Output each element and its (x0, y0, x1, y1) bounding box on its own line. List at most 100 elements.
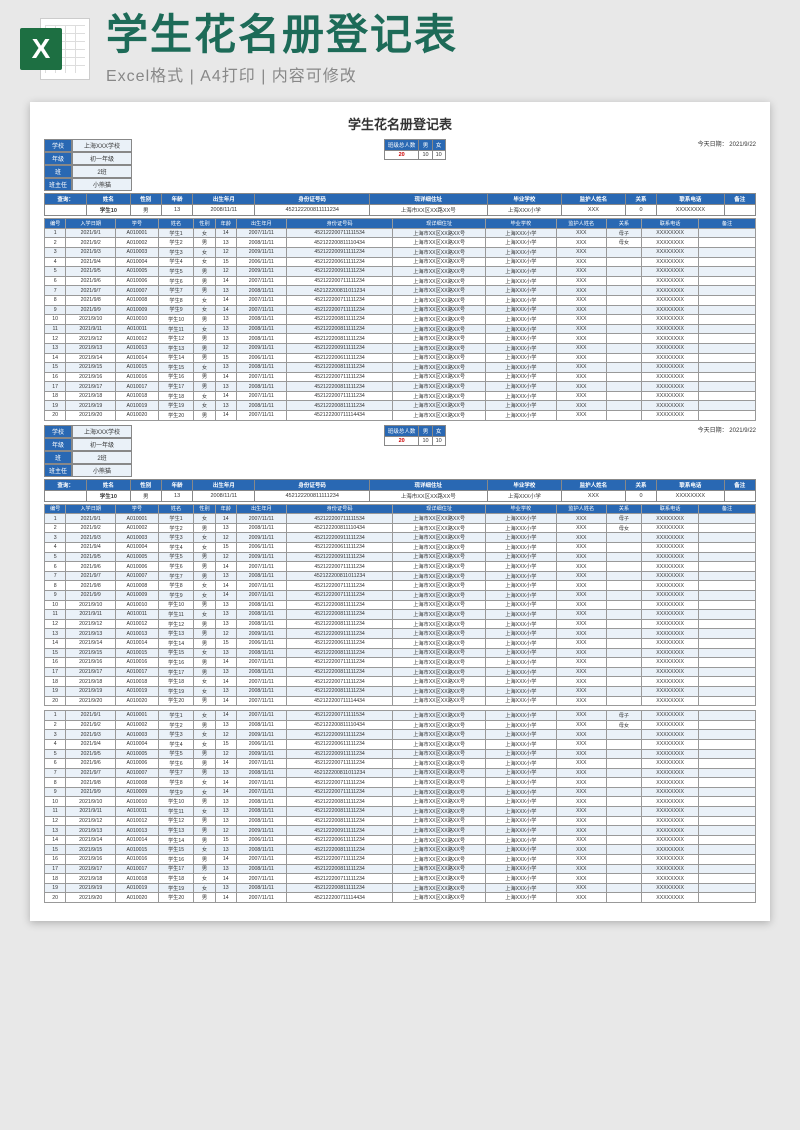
roster-table-2: 编号入学日期学号姓名性别年龄出生年月身份证号码现详细住址毕业学校监护人姓名关系联… (44, 504, 756, 706)
table-cell: 13 (215, 363, 236, 373)
roster-table-1: 编号入学日期学号姓名性别年龄出生年月身份证号码现详细住址毕业学校监护人姓名关系联… (44, 218, 756, 420)
table-cell: 上海市XX区XX路XX号 (393, 787, 485, 797)
table-cell: XXXXXXXX (642, 324, 699, 334)
column-header: 联系电话 (642, 504, 699, 514)
table-cell: 2021/9/10 (66, 315, 116, 325)
table-cell: 2007/11/11 (236, 514, 286, 524)
table-cell (699, 315, 756, 325)
table-cell: 2 (45, 238, 66, 248)
table-cell: XXXXXXXX (642, 411, 699, 421)
stats-total-label: 班级总人数 (384, 140, 419, 151)
table-cell: XXX (556, 295, 606, 305)
table-cell: 2007/11/11 (236, 696, 286, 706)
table-cell: A010007 (116, 286, 159, 296)
table-cell (606, 581, 642, 591)
table-cell: 14 (45, 353, 66, 363)
column-header: 学号 (116, 504, 159, 514)
table-cell (699, 677, 756, 687)
table-cell: 上海XXX小学 (485, 257, 556, 267)
table-cell: 2007/11/11 (236, 855, 286, 865)
table-cell: 2008/11/11 (236, 286, 286, 296)
table-cell: 2021/9/14 (66, 835, 116, 845)
table-cell: 女 (194, 295, 215, 305)
table-cell: 上海市XX区XX路XX号 (393, 523, 485, 533)
table-cell: 2009/11/11 (236, 730, 286, 740)
table-cell: 上海市XX区XX路XX号 (393, 267, 485, 277)
table-cell: 12 (215, 552, 236, 562)
table-cell (606, 305, 642, 315)
table-row: 72021/9/7A010007学生7男132008/11/1145212220… (45, 286, 756, 296)
table-cell: 男 (194, 864, 215, 874)
table-cell: A010009 (116, 305, 159, 315)
table-cell: 9 (45, 787, 66, 797)
table-cell: XXXXXXXX (642, 305, 699, 315)
column-header: 毕业学校 (485, 219, 556, 229)
table-cell (606, 759, 642, 769)
column-header: 现详细住址 (393, 219, 485, 229)
table-cell: 4 (45, 739, 66, 749)
roster-tbody-3: 12021/9/1A010001学生1女142007/11/1145212220… (45, 711, 756, 903)
table-cell: 7 (45, 768, 66, 778)
table-cell: 2021/9/11 (66, 324, 116, 334)
table-cell: XXX (556, 893, 606, 903)
table-cell: 男 (194, 523, 215, 533)
table-cell: 452122200711111234 (286, 295, 393, 305)
table-cell (699, 267, 756, 277)
table-cell: A010005 (116, 267, 159, 277)
table-cell: XXXXXXXX (642, 552, 699, 562)
table-cell: XXX (556, 874, 606, 884)
table-cell: 17 (45, 382, 66, 392)
table-cell: 2007/11/11 (236, 295, 286, 305)
table-cell: 16 (45, 658, 66, 668)
table-cell: A010010 (116, 315, 159, 325)
table-cell: 女 (194, 228, 215, 238)
table-cell: 2021/9/4 (66, 257, 116, 267)
table-cell: 上海市XX区XX路XX号 (393, 276, 485, 286)
table-cell: A010001 (116, 711, 159, 721)
table-cell: 上海XXX小学 (485, 749, 556, 759)
table-cell: 452122200711111534 (286, 514, 393, 524)
table-cell: 14 (215, 759, 236, 769)
table-cell: 2008/11/11 (236, 334, 286, 344)
table-cell: A010011 (116, 807, 159, 817)
table-cell: 2008/11/11 (236, 768, 286, 778)
table-cell (699, 591, 756, 601)
table-cell (699, 411, 756, 421)
table-cell: 13 (215, 286, 236, 296)
table-cell: XXXXXXXX (642, 835, 699, 845)
table-cell: XXXXXXXX (642, 543, 699, 553)
table-cell (699, 571, 756, 581)
column-header: 关系 (606, 504, 642, 514)
table-cell: 2009/11/11 (236, 533, 286, 543)
table-cell: XXXXXXXX (642, 523, 699, 533)
table-cell: 2007/11/11 (236, 562, 286, 572)
section-3: 12021/9/1A010001学生1女142007/11/1145212220… (44, 710, 756, 903)
table-cell: 452122200811111234 (286, 363, 393, 373)
table-cell (606, 797, 642, 807)
table-cell: A010001 (116, 514, 159, 524)
table-row: 132021/9/13A010013学生13男122009/11/1145212… (45, 343, 756, 353)
table-cell: 5 (45, 552, 66, 562)
table-cell: XXXXXXXX (642, 267, 699, 277)
table-cell: 4 (45, 543, 66, 553)
table-cell (699, 759, 756, 769)
table-cell: 2009/11/11 (236, 267, 286, 277)
table-cell: 2021/9/9 (66, 787, 116, 797)
table-row: 92021/9/9A010009学生9女142007/11/1145212220… (45, 591, 756, 601)
table-cell: 学生5 (158, 749, 194, 759)
column-header: 入学日期 (66, 219, 116, 229)
table-cell: XXX (556, 638, 606, 648)
table-cell (699, 295, 756, 305)
table-cell: 13 (215, 334, 236, 344)
table-cell (606, 267, 642, 277)
table-cell: 学生6 (158, 562, 194, 572)
table-cell: 452122200711111534 (286, 711, 393, 721)
table-cell: A010006 (116, 562, 159, 572)
table-cell (699, 720, 756, 730)
section-2: 学校 上海XXX学校 年级 初一年级 班 2班 班主任 小熊猫 班级总人数 男 … (44, 425, 756, 706)
table-cell: 14 (215, 696, 236, 706)
table-cell: 20 (45, 893, 66, 903)
table-cell: XXXXXXXX (642, 893, 699, 903)
table-cell: 452122200911111234 (286, 749, 393, 759)
table-cell: 上海XXX小学 (485, 372, 556, 382)
